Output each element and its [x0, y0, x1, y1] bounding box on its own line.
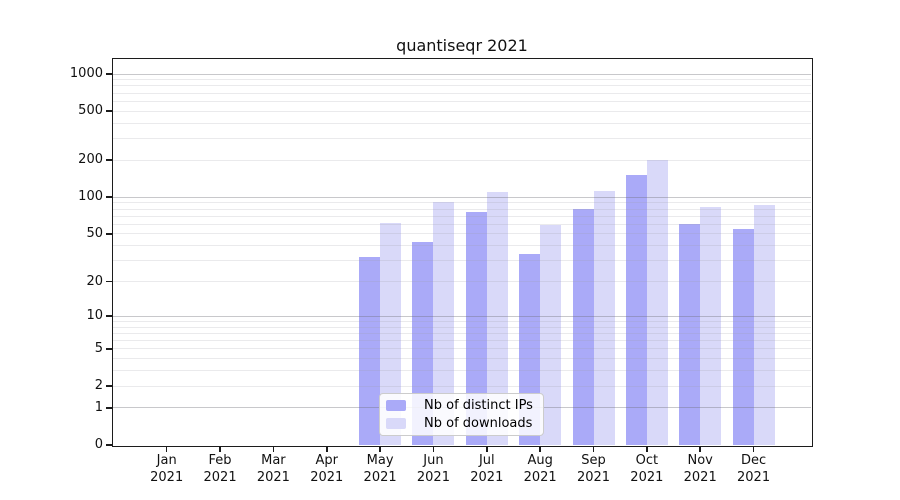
bar-sep-downloads: [593, 191, 615, 445]
y-tick-mark: [106, 348, 112, 350]
gridline-3: [113, 370, 811, 372]
gridline-400: [113, 122, 811, 124]
x-tick-label-sep: Sep 2021: [576, 453, 611, 485]
gridline-300: [113, 138, 811, 140]
gridline-40: [113, 245, 811, 247]
x-tick-mark: [379, 446, 381, 452]
gridline-2: [113, 385, 811, 387]
bar-oct-downloads: [646, 160, 668, 445]
y-tick-label: 20: [86, 273, 103, 289]
y-tick-mark: [106, 196, 112, 198]
bar-jun-downloads: [433, 201, 455, 445]
x-tick-label-dec: Dec 2021: [737, 453, 771, 485]
y-tick-label: 5: [94, 340, 103, 356]
y-tick-mark: [106, 110, 112, 112]
gridline-1000: [113, 73, 811, 75]
x-tick-label-jul: Jul 2021: [470, 453, 504, 485]
x-tick-mark: [432, 446, 435, 452]
y-tick-label: 1000: [69, 66, 103, 81]
x-tick-mark: [592, 446, 595, 452]
y-tick-mark: [106, 280, 112, 283]
gridline-30: [113, 260, 811, 262]
y-tick-mark: [106, 385, 112, 387]
x-tick-mark: [486, 446, 488, 452]
x-tick-label-jun: Jun 2021: [416, 453, 450, 485]
gridline-200: [113, 159, 811, 161]
bar-jul-downloads: [486, 192, 508, 445]
y-tick-mark: [106, 159, 112, 161]
y-tick-label: 50: [86, 225, 103, 241]
x-tick-label-apr: Apr 2021: [310, 453, 344, 485]
gridline-7: [113, 332, 811, 334]
gridline-4: [113, 358, 811, 360]
legend: Nb of distinct IPs Nb of downloads: [379, 393, 544, 436]
y-tick-label: 10: [86, 308, 103, 324]
gridline-70: [113, 215, 811, 217]
gridline-5: [113, 348, 811, 350]
y-tick-label: 200: [78, 152, 103, 168]
gridline-90: [113, 202, 811, 204]
gridline-9: [113, 320, 811, 322]
legend-swatch: [386, 400, 406, 412]
gridline-8: [113, 326, 811, 328]
bar-sep-distinct-ips: [572, 209, 594, 445]
bar-nov-distinct-ips: [679, 224, 701, 445]
bar-oct-distinct-ips: [625, 174, 647, 445]
x-tick-label-nov: Nov 2021: [683, 453, 717, 485]
gridline-50: [113, 233, 811, 235]
x-tick-mark: [699, 446, 701, 452]
bar-jul-distinct-ips: [465, 212, 487, 445]
y-tick-mark: [106, 233, 112, 235]
y-tick-label: 500: [78, 103, 103, 119]
gridline-6: [113, 340, 811, 341]
x-tick-mark: [165, 446, 168, 452]
bar-may-distinct-ips: [359, 257, 381, 445]
gridline-60: [113, 223, 811, 225]
y-tick-label: 2: [94, 378, 103, 393]
y-tick-label: 1: [94, 399, 103, 415]
x-tick-mark: [326, 446, 328, 452]
legend-swatch: [386, 417, 406, 429]
x-tick-label-jan: Jan 2021: [150, 453, 184, 485]
gridline-20: [113, 281, 811, 282]
y-tick-mark: [106, 315, 112, 317]
x-tick-mark: [219, 446, 221, 452]
x-tick-mark: [272, 446, 275, 452]
gridline-900: [113, 79, 811, 81]
legend-label: Nb of downloads: [424, 415, 533, 431]
y-tick-mark: [106, 407, 112, 409]
y-tick-label: 100: [78, 189, 103, 205]
y-tick-mark: [106, 73, 112, 75]
x-tick-label-oct: Oct 2021: [630, 453, 664, 485]
x-tick-mark: [752, 446, 755, 452]
gridline-80: [113, 208, 811, 210]
gridline-10: [113, 315, 811, 317]
bar-dec-downloads: [753, 204, 775, 445]
legend-label: Nb of distinct IPs: [424, 398, 533, 414]
bar-aug-downloads: [540, 225, 562, 445]
gridline-800: [113, 85, 811, 87]
gridline-600: [113, 100, 811, 102]
x-tick-label-feb: Feb 2021: [203, 453, 237, 485]
x-tick-label-mar: Mar 2021: [256, 453, 290, 485]
y-tick-label: 0: [94, 437, 103, 452]
chart-title: quantiseqr 2021: [396, 36, 528, 55]
bar-nov-downloads: [700, 207, 722, 445]
bar-may-downloads: [380, 222, 402, 445]
gridline-500: [113, 110, 811, 112]
legend-item-distinct-ips: Nb of distinct IPs: [386, 397, 535, 415]
legend-item-downloads: Nb of downloads: [386, 415, 535, 433]
gridline-700: [113, 92, 811, 94]
y-tick-mark: [106, 444, 112, 446]
x-tick-mark: [539, 446, 541, 452]
plot-area: [111, 57, 813, 447]
bar-dec-distinct-ips: [732, 228, 754, 445]
x-tick-label-aug: Aug 2021: [523, 453, 557, 485]
x-tick-mark: [646, 446, 648, 452]
gridline-100: [113, 196, 811, 198]
x-tick-label-may: May 2021: [363, 453, 397, 485]
